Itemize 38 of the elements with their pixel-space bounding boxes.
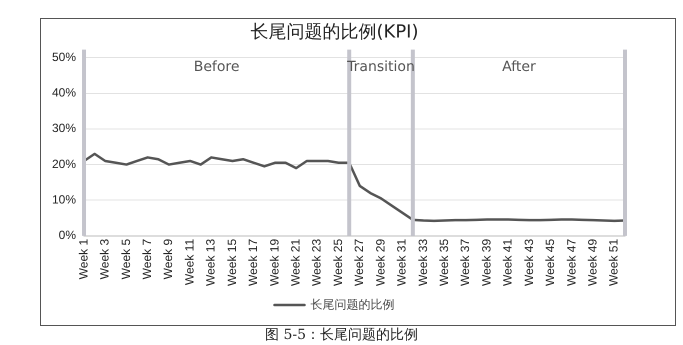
- x-tick-label: Week 45: [543, 238, 558, 286]
- x-tick-label: Week 13: [204, 238, 218, 286]
- x-tick-label: Week 17: [246, 238, 260, 286]
- y-tick-label: 0%: [58, 228, 76, 242]
- x-tick-label: Week 27: [352, 238, 366, 286]
- annotation: Before: [194, 58, 240, 75]
- x-tick-label: Week 49: [585, 238, 600, 286]
- x-tick-label: Week 29: [373, 238, 388, 286]
- x-tick-label: Week 7: [140, 238, 154, 280]
- x-tick-label: Week 25: [330, 238, 345, 286]
- x-tick-label: Week 19: [267, 238, 282, 286]
- chart-title: 长尾问题的比例(KPI): [250, 21, 419, 42]
- y-tick-label: 50%: [52, 50, 76, 64]
- y-tick-label: 30%: [52, 121, 76, 136]
- x-tick-label: Week 31: [394, 238, 409, 286]
- annotation: Transition: [347, 58, 415, 75]
- x-tick-label: Week 35: [436, 238, 451, 286]
- x-tick-label: Week 37: [458, 238, 472, 286]
- y-tick-label: 40%: [52, 86, 76, 100]
- x-tick-label: Week 21: [288, 238, 302, 286]
- annotation: After: [502, 58, 536, 75]
- legend-label: 长尾问题的比例: [310, 297, 394, 312]
- y-tick-label: 20%: [52, 156, 76, 171]
- x-tick-label: Week 33: [416, 238, 430, 286]
- y-tick-label: 10%: [52, 192, 76, 207]
- x-tick-label: Week 39: [479, 238, 494, 286]
- x-tick-label: Week 23: [310, 238, 324, 286]
- x-tick-label: Week 5: [118, 238, 133, 280]
- x-tick-label: Week 1: [76, 238, 90, 280]
- x-tick-label: Week 11: [182, 238, 196, 286]
- x-tick-label: Week 51: [606, 238, 621, 286]
- x-tick-label: Week 43: [522, 238, 536, 286]
- x-tick-label: Week 9: [161, 238, 176, 280]
- x-tick-label: Week 41: [500, 238, 515, 286]
- x-tick-label: Week 47: [564, 238, 578, 286]
- x-tick-label: Week 15: [224, 238, 239, 286]
- x-tick-label: Week 3: [98, 238, 112, 280]
- caption: 图 5-5：长尾问题的比例: [264, 326, 419, 344]
